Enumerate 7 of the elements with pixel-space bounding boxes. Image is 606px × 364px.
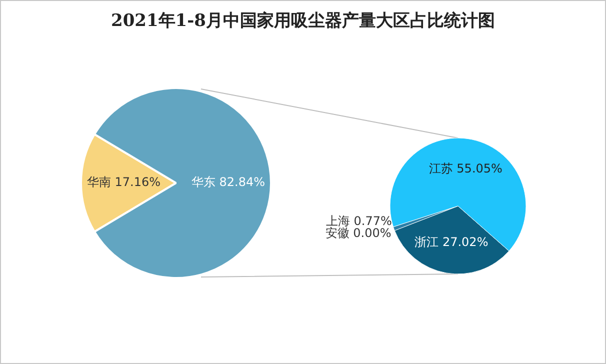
slice-label: 浙江 27.02% — [414, 234, 488, 249]
category-label: 安徽 0.00% — [325, 226, 392, 240]
slice-label: 江苏 55.05% — [428, 162, 502, 176]
slice-label: 华东 82.84% — [191, 175, 266, 190]
slice-label: 华南 17.16% — [86, 175, 161, 190]
slice-label: 上海 0.77% — [326, 214, 392, 228]
chart-title: 2021年1-8月中国家用吸尘器产量大区占比统计图 — [110, 10, 496, 32]
